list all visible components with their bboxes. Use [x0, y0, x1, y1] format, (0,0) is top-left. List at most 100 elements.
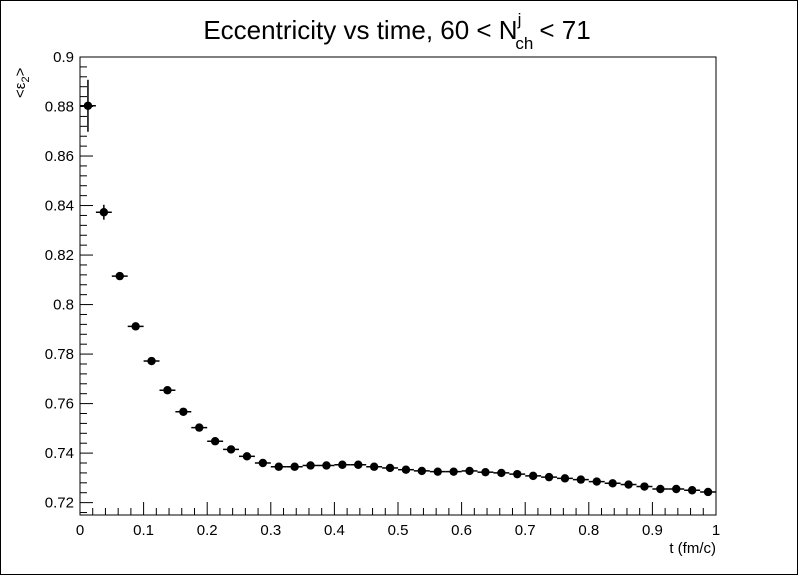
y-tick-label: 0.8	[53, 297, 74, 314]
point-marker	[513, 469, 522, 479]
chart-title-subscript: ch	[515, 34, 533, 53]
chart-title-tail: < 71	[539, 15, 590, 45]
data-point	[525, 471, 542, 481]
chart-title-superscript: j	[517, 10, 522, 29]
data-series	[80, 79, 716, 497]
point-marker	[703, 487, 713, 497]
point-marker	[465, 466, 474, 476]
data-point	[318, 461, 335, 470]
point-marker	[449, 467, 458, 476]
point-marker	[624, 480, 633, 489]
point-marker	[528, 471, 538, 481]
point-marker	[195, 423, 204, 432]
x-tick-label: 0.9	[642, 522, 663, 539]
x-tick-label: 1	[712, 522, 720, 539]
y-axis-label-left: <ε	[12, 82, 29, 98]
data-point	[366, 462, 383, 471]
point-marker	[306, 461, 315, 470]
y-tick-label: 0.78	[45, 346, 74, 363]
point-marker	[83, 101, 93, 110]
point-marker	[147, 356, 156, 366]
point-marker	[560, 474, 570, 483]
data-point	[239, 452, 255, 461]
x-tick-label: 0.6	[451, 522, 472, 539]
point-marker	[258, 458, 268, 468]
point-marker	[163, 386, 172, 395]
x-tick-label: 0.8	[578, 522, 599, 539]
y-tick-label: 0.9	[53, 49, 74, 66]
x-tick-label: 0.2	[197, 522, 218, 539]
data-point	[286, 462, 303, 471]
data-point	[175, 407, 192, 416]
point-marker	[497, 468, 506, 478]
point-marker	[179, 407, 188, 416]
point-marker	[242, 452, 252, 461]
data-point	[159, 386, 176, 395]
y-tick-label: 0.86	[45, 148, 74, 165]
data-point	[461, 466, 478, 476]
point-marker	[131, 322, 140, 331]
y-axis-label-right: >	[12, 67, 29, 76]
data-point	[429, 467, 446, 476]
data-point	[80, 79, 96, 132]
data-point	[398, 465, 414, 474]
point-marker	[687, 486, 697, 495]
x-tick-label: 0.3	[260, 522, 281, 539]
data-point	[334, 460, 351, 469]
point-marker	[672, 484, 681, 494]
data-point	[572, 475, 589, 484]
point-marker	[481, 467, 490, 477]
data-point	[270, 462, 287, 471]
data-point	[223, 445, 239, 454]
point-marker	[99, 208, 109, 217]
data-point	[445, 467, 462, 476]
data-point	[143, 356, 160, 366]
x-tick-label: 0.1	[133, 522, 154, 539]
y-axis-label-subscript: 2	[20, 76, 32, 82]
x-tick-label: 0.7	[515, 522, 536, 539]
data-point	[254, 458, 271, 468]
point-marker	[369, 462, 379, 471]
data-point	[700, 487, 716, 497]
data-point	[191, 423, 208, 432]
y-tick-label: 0.84	[45, 198, 74, 215]
data-point	[95, 204, 112, 220]
x-axis-label: t (fm/c)	[669, 540, 716, 557]
chart-title-main: Eccentricity vs time, 60 < N	[203, 15, 517, 45]
point-marker	[433, 467, 442, 476]
plot-axes: 0 0.1 0.2 0.3 0.4 0.5 0.6 0.7 0.8 0.9 1 0.72 0.74 0.7…	[45, 49, 720, 539]
data-point	[127, 322, 144, 331]
point-marker	[385, 463, 395, 473]
point-marker	[115, 271, 124, 281]
x-tick-label: 0.4	[324, 522, 345, 539]
y-tick-label: 0.72	[45, 495, 74, 512]
data-point	[302, 461, 319, 470]
point-marker	[608, 479, 617, 488]
x-tick-label: 0.5	[388, 522, 409, 539]
point-marker	[640, 482, 649, 491]
y-tick-label: 0.76	[45, 396, 74, 413]
data-point	[493, 468, 510, 478]
data-point	[604, 479, 621, 488]
data-point	[350, 460, 367, 469]
point-marker	[338, 460, 347, 469]
data-point	[652, 484, 669, 494]
data-point	[636, 482, 653, 491]
point-marker	[226, 445, 236, 454]
point-marker	[576, 475, 586, 484]
y-tick-label: 0.74	[45, 445, 74, 462]
point-marker	[592, 477, 601, 486]
data-point	[111, 271, 128, 281]
data-point	[541, 472, 557, 482]
data-point	[413, 466, 430, 476]
point-marker	[274, 462, 283, 471]
y-tick-label: 0.82	[45, 247, 74, 264]
data-point	[382, 463, 398, 473]
point-marker	[354, 460, 363, 469]
point-marker	[401, 465, 411, 474]
x-tick-label: 0	[76, 522, 84, 539]
point-marker	[656, 484, 665, 494]
